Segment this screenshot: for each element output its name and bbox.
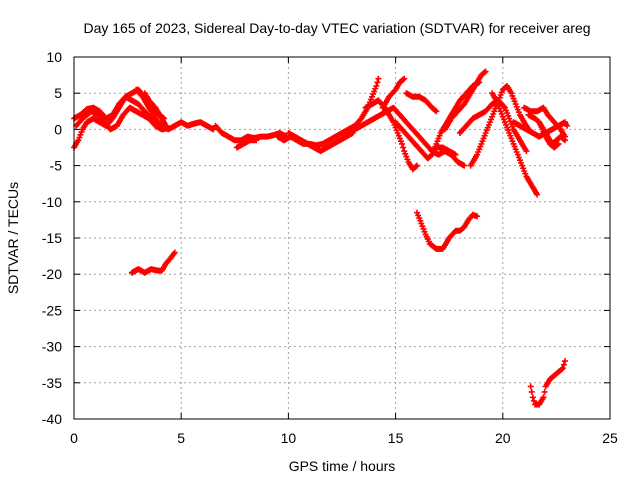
plus-markers bbox=[441, 68, 489, 133]
series-track-14 bbox=[403, 90, 440, 115]
x-tick-label: 20 bbox=[495, 430, 511, 446]
x-axis-label: GPS time / hours bbox=[289, 458, 396, 474]
y-tick-label: -30 bbox=[42, 339, 62, 355]
plus-markers bbox=[274, 75, 382, 149]
plus-markers bbox=[233, 137, 260, 151]
plus-markers bbox=[429, 144, 459, 158]
plus-markers bbox=[379, 75, 408, 111]
plus-markers bbox=[133, 86, 217, 133]
y-axis-label: SDTVAR / TECUs bbox=[5, 182, 21, 294]
y-tick-label: 0 bbox=[54, 121, 62, 137]
x-tick-label: 10 bbox=[281, 430, 297, 446]
plus-markers bbox=[128, 249, 178, 276]
series-track-25 bbox=[414, 209, 481, 252]
x-tick-label: 0 bbox=[70, 430, 78, 446]
plus-markers bbox=[536, 119, 562, 151]
y-tick-label: -40 bbox=[42, 411, 62, 427]
y-tick-label: 5 bbox=[54, 85, 62, 101]
series-track-08 bbox=[274, 75, 382, 149]
series-track-22 bbox=[521, 104, 568, 140]
series-track-12 bbox=[379, 75, 408, 111]
plus-markers bbox=[521, 104, 568, 140]
series-track-16 bbox=[441, 68, 489, 133]
plus-markers bbox=[285, 130, 356, 155]
series-track-07 bbox=[233, 137, 260, 151]
series-track-24 bbox=[128, 249, 178, 276]
y-tick-label: -15 bbox=[42, 230, 62, 246]
plus-markers bbox=[403, 90, 440, 115]
x-tick-label: 15 bbox=[388, 430, 404, 446]
x-tick-label: 25 bbox=[602, 430, 618, 446]
series-track-04 bbox=[133, 86, 217, 133]
y-tick-label: -10 bbox=[42, 194, 62, 210]
data-points bbox=[71, 68, 571, 408]
series-track-09 bbox=[285, 130, 356, 155]
series-track-05 bbox=[141, 90, 167, 122]
chart-title: Day 165 of 2023, Sidereal Day-to-day VTE… bbox=[83, 20, 590, 36]
plot-frame bbox=[73, 56, 611, 420]
plus-markers bbox=[489, 90, 541, 198]
series-track-26 bbox=[527, 358, 568, 408]
plus-markers bbox=[73, 104, 172, 133]
plus-markers bbox=[414, 209, 481, 252]
plus-markers bbox=[527, 358, 568, 408]
y-tick-label: -5 bbox=[50, 158, 63, 174]
y-tick-label: -35 bbox=[42, 375, 62, 391]
series-track-15 bbox=[429, 144, 459, 158]
plus-markers bbox=[141, 90, 167, 122]
series-track-23 bbox=[536, 119, 562, 151]
series-track-03 bbox=[73, 104, 172, 133]
y-tick-label: 10 bbox=[46, 49, 62, 65]
y-tick-label: -25 bbox=[42, 302, 62, 318]
x-tick-label: 5 bbox=[177, 430, 185, 446]
series-track-19 bbox=[489, 90, 541, 198]
y-tick-label: -20 bbox=[42, 266, 62, 282]
